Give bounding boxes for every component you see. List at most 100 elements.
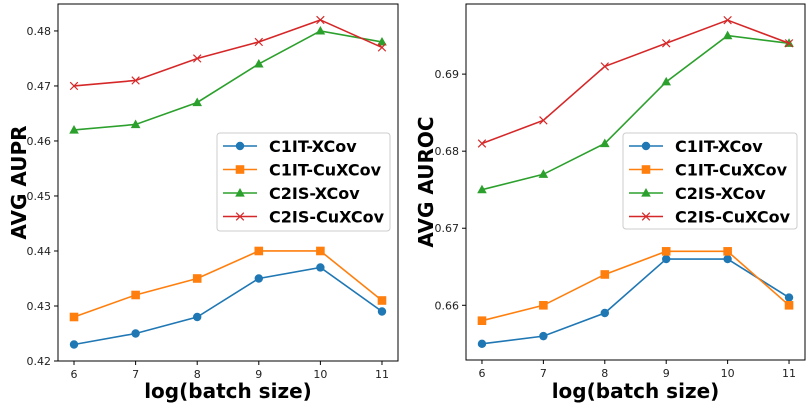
series-line	[73, 19, 383, 87]
series-line	[481, 258, 790, 345]
marker-x	[131, 76, 140, 85]
marker-triangle	[69, 124, 79, 134]
marker-circle	[193, 312, 202, 322]
marker-square	[539, 300, 548, 310]
marker-triangle	[130, 119, 141, 129]
y-tick-label: 0.68	[435, 145, 460, 158]
marker-triangle	[253, 58, 264, 68]
series-c1it-xcov	[69, 263, 387, 349]
series-line	[481, 34, 790, 191]
marker-circle	[69, 340, 79, 349]
marker-x	[723, 15, 732, 25]
series-c1it-cuxcov	[477, 247, 794, 326]
marker-x	[69, 81, 79, 91]
marker-square	[69, 312, 79, 322]
plot-frame	[465, 3, 806, 361]
marker-triangle	[722, 30, 733, 40]
marker-triangle	[315, 25, 326, 35]
x-tick-label: 10	[721, 367, 735, 380]
marker-x	[661, 39, 671, 48]
marker-square	[254, 246, 264, 256]
marker-x	[600, 62, 610, 71]
legend-entry: C1IT-CuXCov	[629, 161, 788, 180]
y-tick-label: 0.47	[27, 80, 52, 93]
legend-label: C1IT-XCov	[269, 137, 357, 156]
marker-triangle	[192, 97, 203, 107]
marker-square	[192, 274, 202, 283]
marker-square	[641, 165, 651, 174]
y-tick-label: 0.48	[27, 25, 52, 38]
legend-entry: C1IT-XCov	[629, 137, 763, 156]
marker-x	[254, 37, 264, 47]
x-tick-label: 10	[313, 368, 327, 381]
x-tick-label: 11	[782, 367, 796, 380]
series-c2is-cuxcov	[69, 15, 387, 91]
series-line	[481, 250, 790, 322]
legend-entry: C2IS-CuXCov	[629, 208, 791, 227]
series-c2is-xcov	[477, 30, 794, 194]
legend-box	[216, 132, 391, 232]
x-tick-label: 8	[601, 367, 608, 380]
series-c1it-xcov	[477, 254, 794, 349]
marker-triangle	[538, 169, 549, 178]
x-tick-label: 11	[375, 368, 389, 381]
marker-x	[477, 139, 487, 148]
x-axis-label: log(batch size)	[144, 379, 312, 403]
marker-square	[377, 296, 387, 305]
y-tick-label: 0.42	[27, 355, 52, 368]
series-line	[73, 30, 383, 131]
series-c1it-cuxcov	[69, 246, 387, 322]
subplot-2: 6 7 8 9 10 11 0.66 0.67 0.68 0.69 log(batch size) A…	[414, 3, 806, 403]
marker-square	[235, 165, 245, 174]
marker-x	[377, 43, 387, 52]
series-c2is-xcov	[69, 25, 387, 134]
y-tick-label: 0.44	[27, 245, 52, 258]
legend-entry: C1IT-CuXCov	[223, 161, 382, 180]
marker-triangle	[641, 188, 651, 197]
legend-label: C1IT-XCov	[675, 137, 763, 156]
x-tick-label: 6	[478, 367, 485, 380]
marker-square	[131, 290, 140, 300]
x-tick-label: 7	[132, 368, 139, 381]
legend-entry: C1IT-XCov	[223, 137, 357, 156]
marker-x	[316, 15, 325, 25]
marker-triangle	[235, 188, 245, 197]
marker-square	[723, 247, 732, 256]
marker-square	[600, 270, 610, 279]
marker-square	[316, 246, 325, 256]
marker-x	[235, 212, 245, 221]
x-tick-label: 9	[255, 368, 262, 381]
marker-square	[477, 316, 487, 326]
marker-circle	[254, 274, 263, 283]
marker-circle	[600, 308, 609, 318]
legend-label: C2IS-CuXCov	[675, 208, 791, 227]
marker-circle	[662, 254, 671, 264]
series-line	[73, 250, 383, 318]
marker-triangle	[477, 184, 487, 194]
marker-square	[661, 247, 671, 256]
marker-circle	[477, 339, 487, 349]
marker-x	[641, 212, 651, 221]
y-tick-label: 0.45	[27, 190, 52, 203]
y-tick-label: 0.67	[435, 222, 460, 235]
marker-triangle	[599, 138, 610, 148]
x-tick-label: 9	[663, 367, 670, 380]
series-line	[481, 19, 790, 145]
marker-circle	[723, 254, 732, 264]
legend-label: C1IT-CuXCov	[675, 161, 788, 180]
legend-label: C2IS-CuXCov	[269, 208, 385, 227]
legend-label: C1IT-CuXCov	[269, 161, 382, 180]
y-axis-label: AVG AUPR	[7, 125, 31, 239]
subplot-1: 6 7 8 9 10 11 0.42 0.43 0.44 0.45 0.46 0.47 0.48 log(…	[7, 3, 399, 403]
marker-circle	[131, 329, 140, 338]
x-tick-label: 8	[194, 368, 201, 381]
legend-box	[622, 132, 798, 230]
marker-circle	[377, 307, 387, 316]
x-tick-label: 7	[540, 367, 547, 380]
marker-x	[192, 54, 202, 63]
series-line	[73, 266, 383, 346]
y-tick-label: 0.69	[435, 68, 460, 81]
legend-label: C2IS-XCov	[269, 184, 360, 203]
